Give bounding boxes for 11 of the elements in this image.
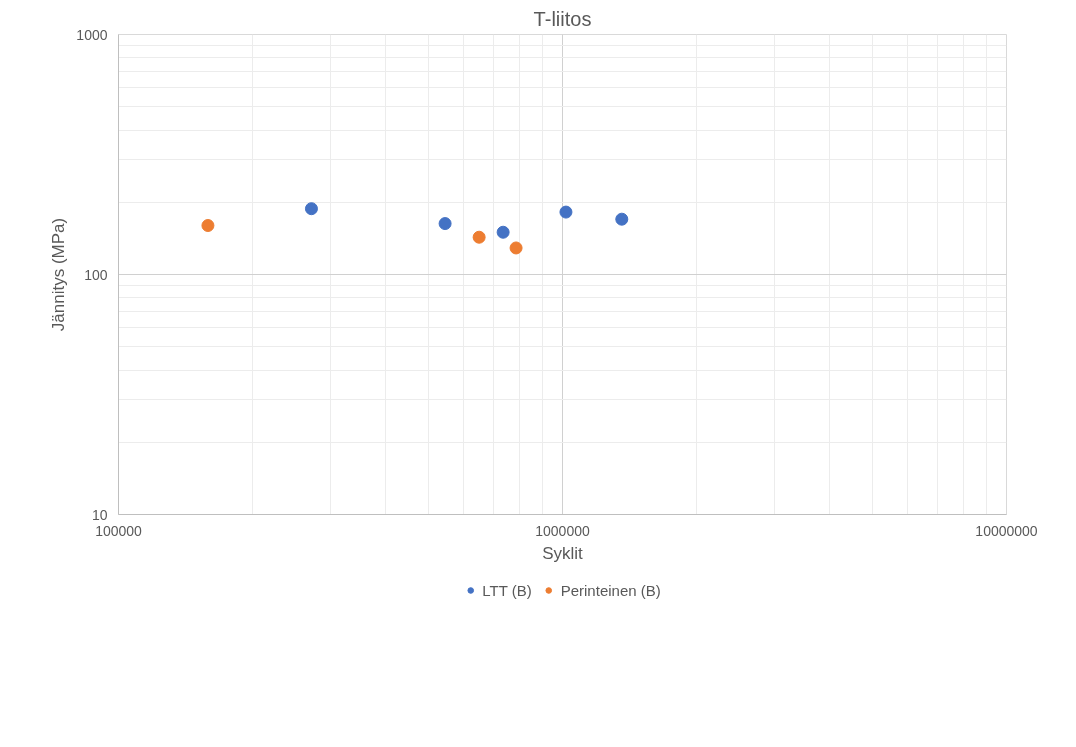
y-tick-label: 1000 [76, 26, 108, 43]
x-tick-label: 100000 [95, 522, 143, 539]
chart-title: T-liitos [533, 7, 592, 30]
y-tick-label: 10 [91, 506, 108, 523]
y-tick-label: 100 [84, 266, 108, 283]
x-axis-title: Syklit [542, 543, 584, 563]
x-tick-label: 1000000 [535, 522, 590, 539]
x-tick-label: 10000000 [975, 522, 1038, 539]
legend-label: Perinteinen (B) [560, 581, 661, 599]
legend-label: LTT (B) [482, 581, 532, 599]
y-axis-title: Jännitys (MPa) [49, 217, 69, 332]
